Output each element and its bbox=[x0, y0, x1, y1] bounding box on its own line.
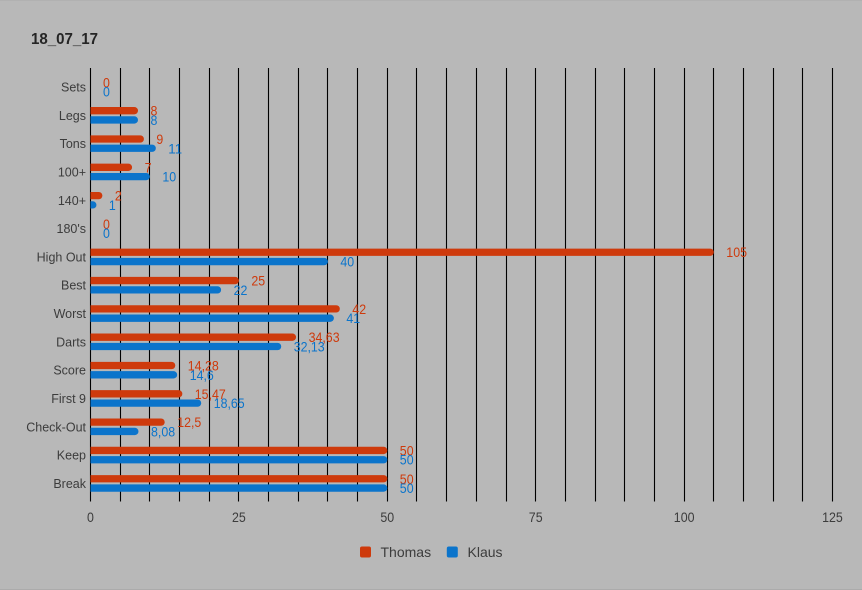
svg-text:Best: Best bbox=[61, 279, 87, 293]
svg-text:22: 22 bbox=[234, 282, 248, 298]
svg-text:Score: Score bbox=[53, 364, 86, 378]
svg-text:105: 105 bbox=[726, 244, 747, 260]
svg-text:18_07_17: 18_07_17 bbox=[31, 31, 98, 48]
svg-text:8,08: 8,08 bbox=[151, 423, 175, 439]
svg-text:Keep: Keep bbox=[57, 449, 86, 463]
svg-text:7: 7 bbox=[145, 159, 152, 175]
svg-text:Tons: Tons bbox=[60, 137, 86, 151]
svg-text:10: 10 bbox=[162, 169, 176, 185]
svg-text:Thomas: Thomas bbox=[381, 544, 432, 560]
svg-text:0: 0 bbox=[87, 509, 94, 525]
svg-text:11: 11 bbox=[168, 140, 182, 156]
svg-text:14,28: 14,28 bbox=[188, 358, 219, 374]
svg-text:25: 25 bbox=[232, 509, 246, 525]
svg-text:First 9: First 9 bbox=[51, 392, 86, 406]
svg-text:0: 0 bbox=[103, 225, 110, 241]
svg-text:12,5: 12,5 bbox=[177, 414, 201, 430]
svg-text:32,13: 32,13 bbox=[294, 339, 325, 355]
svg-text:Sets: Sets bbox=[61, 81, 86, 95]
svg-text:25: 25 bbox=[251, 273, 265, 289]
svg-text:0: 0 bbox=[103, 84, 110, 100]
svg-text:0: 0 bbox=[103, 216, 110, 232]
svg-text:Darts: Darts bbox=[56, 335, 86, 349]
svg-text:0: 0 bbox=[103, 74, 110, 90]
svg-text:140+: 140+ bbox=[58, 194, 86, 208]
svg-text:100: 100 bbox=[674, 509, 695, 525]
svg-text:8: 8 bbox=[151, 103, 158, 119]
svg-text:High Out: High Out bbox=[37, 250, 87, 264]
svg-text:50: 50 bbox=[400, 452, 414, 468]
svg-text:42: 42 bbox=[352, 301, 366, 317]
svg-text:125: 125 bbox=[822, 509, 843, 525]
svg-text:50: 50 bbox=[380, 509, 394, 525]
svg-text:Check-Out: Check-Out bbox=[26, 420, 86, 434]
svg-text:15,47: 15,47 bbox=[195, 386, 226, 402]
svg-text:Klaus: Klaus bbox=[468, 544, 503, 560]
svg-text:40: 40 bbox=[340, 254, 354, 270]
svg-text:Break: Break bbox=[53, 477, 86, 491]
svg-text:18,65: 18,65 bbox=[214, 395, 245, 411]
svg-text:41: 41 bbox=[346, 310, 360, 326]
svg-text:1: 1 bbox=[109, 197, 116, 213]
svg-text:180's: 180's bbox=[57, 222, 87, 236]
svg-text:2: 2 bbox=[115, 188, 122, 204]
svg-text:34,63: 34,63 bbox=[309, 329, 340, 345]
svg-text:8: 8 bbox=[151, 112, 158, 128]
svg-text:Legs: Legs bbox=[59, 109, 86, 123]
svg-text:75: 75 bbox=[529, 509, 543, 525]
svg-text:50: 50 bbox=[400, 471, 414, 487]
svg-text:100+: 100+ bbox=[58, 165, 86, 179]
svg-text:14,6: 14,6 bbox=[190, 367, 214, 383]
svg-text:9: 9 bbox=[156, 131, 163, 147]
svg-text:Worst: Worst bbox=[54, 307, 87, 321]
svg-text:50: 50 bbox=[400, 480, 414, 496]
svg-text:50: 50 bbox=[400, 442, 414, 458]
